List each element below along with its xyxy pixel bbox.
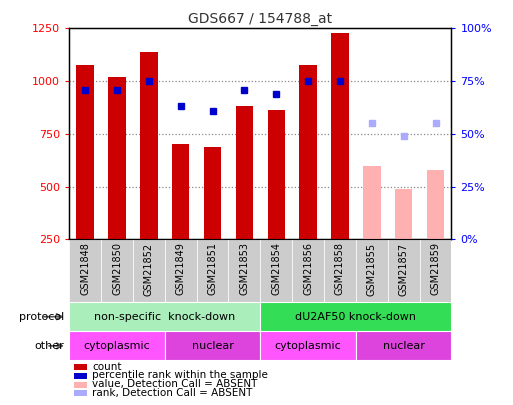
Bar [356,331,451,360]
Bar [172,145,189,239]
Text: other: other [34,341,64,351]
Text: GSM21859: GSM21859 [430,243,441,296]
Bar [69,331,165,360]
Text: GSM21852: GSM21852 [144,243,154,296]
Text: GSM21850: GSM21850 [112,243,122,296]
Bar [267,110,285,239]
Text: cytoplasmic: cytoplasmic [275,341,342,351]
Text: rank, Detection Call = ABSENT: rank, Detection Call = ABSENT [92,388,253,398]
Bar [69,239,101,302]
Bar [196,239,228,302]
Bar [261,302,451,331]
Bar [427,170,444,239]
Text: GSM21853: GSM21853 [240,243,249,296]
Text: cytoplasmic: cytoplasmic [84,341,150,351]
Text: GSM21857: GSM21857 [399,243,409,296]
Bar [331,32,349,239]
Bar [74,382,87,388]
Bar [292,239,324,302]
Bar [363,166,381,239]
Bar [388,239,420,302]
Text: non-specific  knock-down: non-specific knock-down [94,312,235,322]
Bar [133,239,165,302]
Bar [300,65,317,239]
Text: GSM21849: GSM21849 [176,243,186,295]
Bar [108,77,126,239]
Text: nuclear: nuclear [383,341,425,351]
Bar [140,51,157,239]
Bar [420,239,451,302]
Text: GSM21856: GSM21856 [303,243,313,296]
Bar [235,107,253,239]
Bar [165,331,261,360]
Text: nuclear: nuclear [192,341,233,351]
Bar [261,239,292,302]
Text: count: count [92,362,122,371]
Text: GSM21848: GSM21848 [80,243,90,295]
Bar [69,302,261,331]
Title: GDS667 / 154788_at: GDS667 / 154788_at [188,12,332,26]
Bar [395,189,412,239]
Bar [74,364,87,370]
Text: percentile rank within the sample: percentile rank within the sample [92,371,268,380]
Bar [101,239,133,302]
Bar [74,373,87,379]
Bar [204,147,221,239]
Text: value, Detection Call = ABSENT: value, Detection Call = ABSENT [92,379,258,389]
Bar [165,239,196,302]
Bar [74,390,87,396]
Bar [356,239,388,302]
Bar [228,239,261,302]
Text: protocol: protocol [19,312,64,322]
Text: GSM21851: GSM21851 [208,243,218,296]
Text: GSM21855: GSM21855 [367,243,377,296]
Bar [76,65,94,239]
Text: GSM21858: GSM21858 [335,243,345,296]
Bar [324,239,356,302]
Text: GSM21854: GSM21854 [271,243,281,296]
Text: dU2AF50 knock-down: dU2AF50 knock-down [295,312,417,322]
Bar [261,331,356,360]
